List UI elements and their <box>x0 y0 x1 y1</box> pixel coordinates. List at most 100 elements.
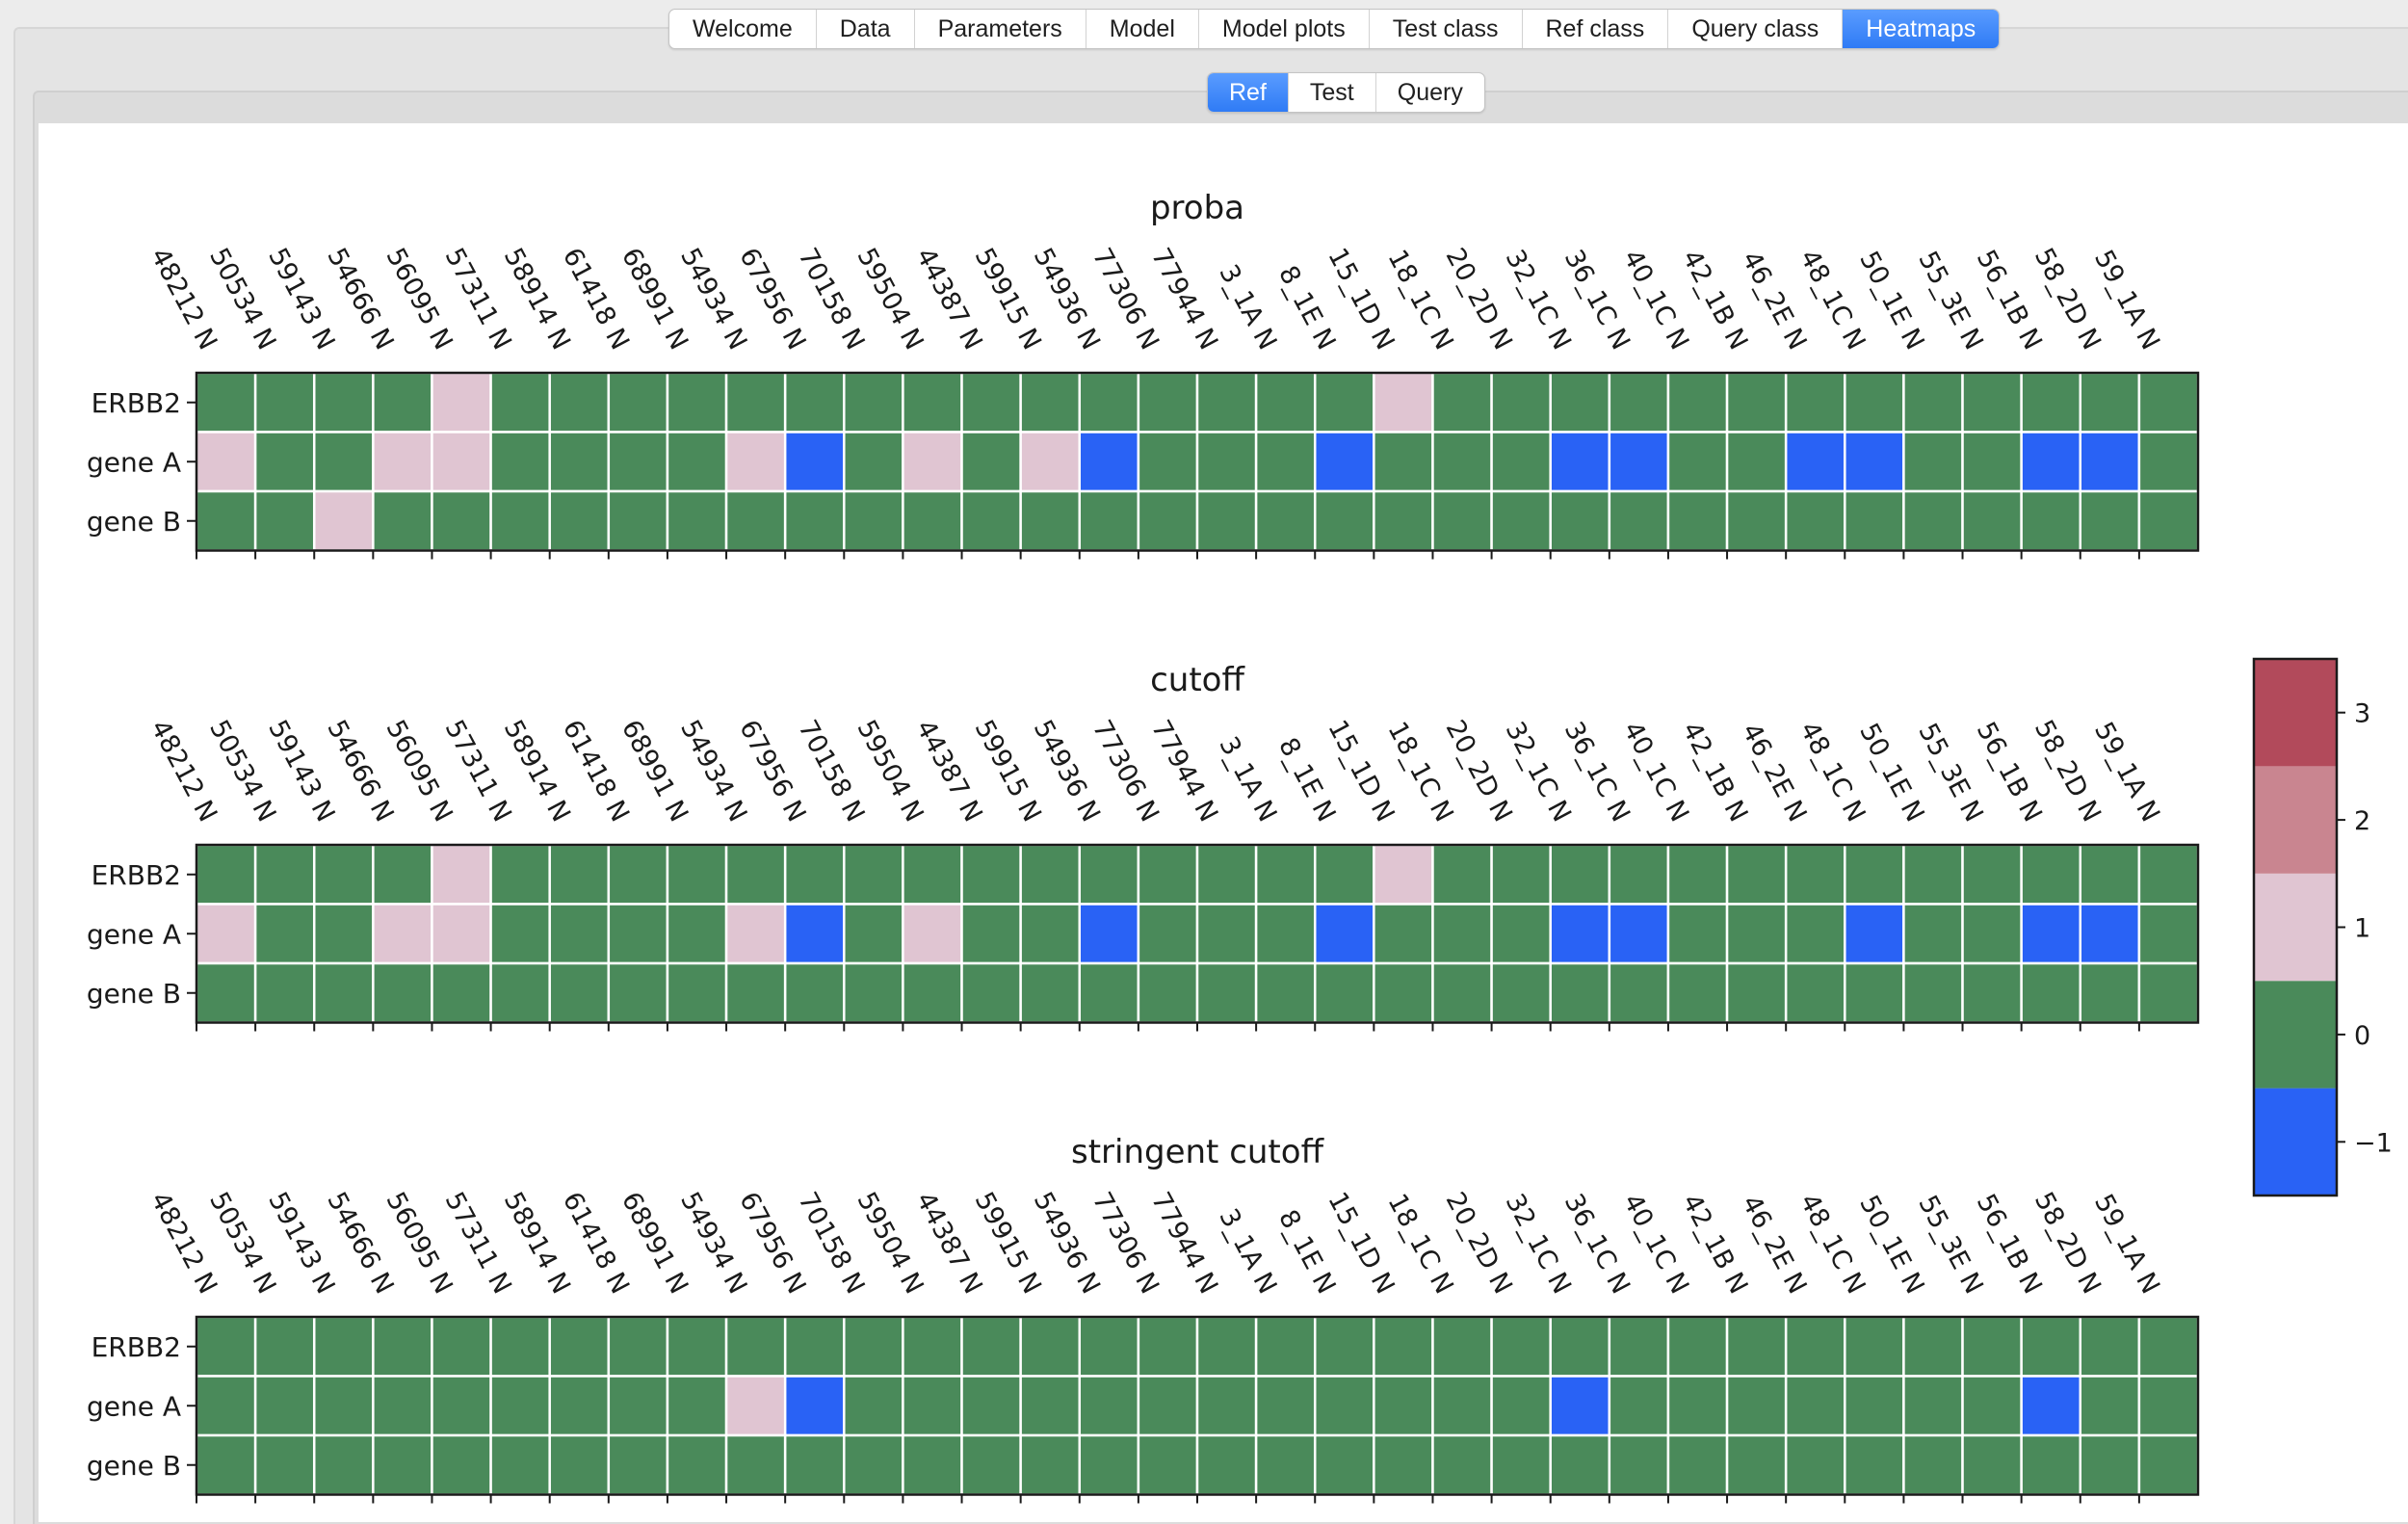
tab-query-class[interactable]: Query class <box>1668 10 1844 48</box>
heatmap-cell <box>902 1433 963 1496</box>
heatmap-cell <box>1431 961 1493 1024</box>
heatmap-cell <box>1431 489 1493 552</box>
heatmap-cell <box>1078 843 1140 906</box>
heatmap-cell <box>1195 843 1258 906</box>
gene-label: gene A <box>87 446 181 478</box>
heatmap-cell <box>960 371 1022 434</box>
heatmap-cell <box>902 961 963 1024</box>
heatmap-cell <box>1431 843 1493 906</box>
heatmap-cell <box>2137 431 2200 493</box>
heatmap-cell <box>1608 903 1670 965</box>
tab-ref-class[interactable]: Ref class <box>1523 10 1669 48</box>
heatmap-cell <box>1608 1315 1670 1378</box>
heatmap-cell <box>607 903 669 965</box>
heatmap-cell <box>783 961 846 1024</box>
heatmap-cell <box>312 961 375 1024</box>
heatmap-cell <box>195 843 257 906</box>
subtab-ref[interactable]: Ref <box>1208 73 1289 112</box>
subtab-test[interactable]: Test <box>1289 73 1376 112</box>
tab-parameters[interactable]: Parameters <box>915 10 1086 48</box>
heatmap-cell <box>1313 1315 1375 1378</box>
tab-welcome[interactable]: Welcome <box>669 10 817 48</box>
heatmap-cell <box>1254 1315 1317 1378</box>
heatmap-cell <box>607 371 669 434</box>
heatmap-cell <box>1137 371 1199 434</box>
sample-label: 8_1E N <box>1272 733 1341 827</box>
heatmap-cell <box>1666 961 1729 1024</box>
heatmap-cell <box>253 1375 316 1437</box>
heatmap-cell <box>607 961 669 1024</box>
heatmap-cell <box>1373 1315 1434 1378</box>
heatmap-cell <box>312 371 375 434</box>
heatmap-cell <box>489 1375 551 1437</box>
heatmap-cell <box>1490 843 1552 906</box>
heatmap-cell <box>1490 371 1552 434</box>
heatmap-cell <box>1549 1315 1611 1378</box>
gene-label: ERBB2 <box>92 859 181 891</box>
heatmap-cell <box>1019 431 1082 493</box>
heatmap-cell <box>1431 371 1493 434</box>
heatmap-cell <box>1666 843 1729 906</box>
heatmap-cell <box>1137 489 1199 552</box>
heatmap-cell <box>1137 1375 1199 1437</box>
heatmap-cell <box>902 903 963 965</box>
heatmap-cell <box>960 1315 1022 1378</box>
heatmap-cell <box>312 1315 375 1378</box>
heatmap-cell <box>1137 431 1199 493</box>
heatmap-cell <box>666 903 728 965</box>
heatmap-cell <box>431 489 492 552</box>
heatmap-cell <box>1844 1375 1905 1437</box>
heatmap-cell <box>843 1433 904 1496</box>
heatmap-cell <box>1902 1375 1964 1437</box>
heatmap-cell <box>2079 1315 2141 1378</box>
heatmap-cell <box>1254 1433 1317 1496</box>
heatmap-cell <box>1313 1433 1375 1496</box>
tab-test-class[interactable]: Test class <box>1370 10 1523 48</box>
gene-label: ERBB2 <box>92 1331 181 1363</box>
heatmap-cell <box>960 1375 1022 1437</box>
gene-label: gene B <box>87 978 181 1010</box>
heatmap-cell <box>960 489 1022 552</box>
tab-model[interactable]: Model <box>1086 10 1199 48</box>
heatmap-cell <box>489 903 551 965</box>
heatmap-cell <box>1313 1375 1375 1437</box>
heatmap-cell <box>1666 371 1729 434</box>
heatmap-cell <box>1313 843 1375 906</box>
heatmap-cell <box>1254 903 1317 965</box>
heatmap-cell <box>195 1315 257 1378</box>
heatmap-cell <box>607 489 669 552</box>
heatmap-cell <box>724 961 787 1024</box>
heatmap-cell <box>253 371 316 434</box>
heatmap-cell <box>312 843 375 906</box>
heatmap-cell <box>2137 489 2200 552</box>
heatmap-cell <box>1078 1315 1140 1378</box>
heatmap-cell <box>1254 431 1317 493</box>
heatmap-cell <box>1725 1433 1788 1496</box>
heatmap-cell <box>1019 961 1082 1024</box>
tab-data[interactable]: Data <box>817 10 915 48</box>
heatmap-cell <box>783 1375 846 1437</box>
heatmap-cell <box>1549 1433 1611 1496</box>
heatmap-cell <box>1313 903 1375 965</box>
heatmap-cell <box>195 431 257 493</box>
heatmap-cell <box>2079 371 2141 434</box>
heatmap-cell <box>843 843 904 906</box>
subtab-query[interactable]: Query <box>1397 78 1463 106</box>
heatmap-cell <box>431 843 492 906</box>
heatmap-cell <box>431 371 492 434</box>
tab-model-plots[interactable]: Model plots <box>1199 10 1370 48</box>
heatmap-cell <box>1019 371 1082 434</box>
heatmap-cell <box>960 1433 1022 1496</box>
heatmap-cell <box>195 1375 257 1437</box>
heatmap-cell <box>372 1315 433 1378</box>
heatmap-cell <box>1725 489 1788 552</box>
heatmap-cell <box>489 431 551 493</box>
heatmap-cell <box>2079 489 2141 552</box>
colorbar-segment <box>2254 873 2337 982</box>
heatmap-cell <box>1608 431 1670 493</box>
heatmap-cell <box>1078 1433 1140 1496</box>
tab-heatmaps[interactable]: Heatmaps <box>1843 10 2000 48</box>
heatmap-cell <box>1961 431 2023 493</box>
heatmap-title: proba <box>1150 189 1244 227</box>
